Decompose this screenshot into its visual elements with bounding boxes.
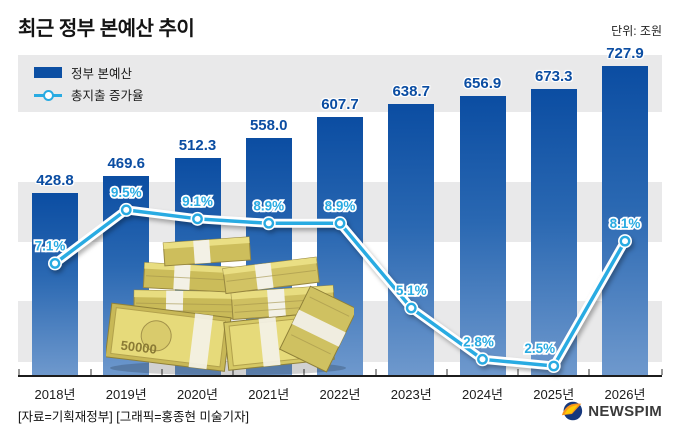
legend-item-budget: 정부 본예산: [34, 61, 143, 83]
line-swatch-icon: [34, 89, 62, 101]
legend-item-label: 정부 본예산: [71, 66, 132, 81]
bar-value-label: 512.3: [178, 136, 217, 154]
x-axis-year-label: 2018년: [34, 387, 76, 402]
bar-value-label: 727.9: [606, 45, 644, 62]
newspim-logo-text: NEWSPIM: [588, 402, 662, 420]
axis-tick: [160, 369, 163, 375]
unit-label: 단위: 조원: [611, 24, 662, 38]
chart-legend: 정부 본예산 총지출 증가율: [34, 61, 143, 105]
bar-value-label: 656.9: [463, 75, 502, 93]
x-axis-year-label: 2022년: [319, 387, 361, 402]
source-credit: [자료=기획재정부] [그래픽=홍종현 미술기자]: [18, 410, 249, 424]
legend-item-label: 총지출 증가율: [71, 88, 144, 103]
newspim-logo-icon: [562, 401, 583, 421]
axis-tick: [588, 369, 591, 375]
x-axis-year-label: 2023년: [390, 387, 432, 402]
bar-value-label: 607.7: [321, 96, 359, 114]
bar-value-label: 428.8: [36, 172, 74, 190]
axis-tick: [661, 369, 663, 375]
x-axis-year-label: 2025년: [533, 387, 575, 402]
page-title: 최근 정부 본예산 추이: [18, 18, 195, 40]
axis-tick: [517, 369, 520, 375]
x-axis-line: [18, 375, 662, 377]
money-stack-image: 50000: [106, 236, 354, 375]
bar-value-label: 558.0: [249, 117, 288, 135]
x-axis-year-label: 2021년: [248, 387, 290, 402]
axis-tick: [445, 369, 448, 375]
axis-tick: [18, 369, 20, 375]
x-axis-year-label: 2020년: [177, 387, 218, 402]
bar-value-label: 638.7: [392, 82, 431, 100]
axis-tick: [232, 369, 235, 375]
budget-bar: [530, 89, 577, 376]
budget-bar: [32, 193, 78, 376]
legend-item-growth: 총지출 증가율: [34, 83, 143, 105]
bar-swatch-icon: [34, 66, 62, 78]
x-axis-year-label: 2024년: [462, 387, 503, 402]
axis-tick: [303, 369, 306, 375]
x-axis-year-label: 2026년: [604, 387, 646, 402]
budget-bar: [602, 66, 648, 376]
axis-tick: [374, 369, 377, 375]
bar-value-label: 469.6: [107, 155, 146, 172]
newspim-logo: NEWSPIM: [561, 400, 662, 422]
bar-value-label: 673.3: [534, 68, 573, 86]
budget-bar: [388, 103, 435, 376]
x-axis-year-label: 2019년: [105, 387, 147, 402]
axis-tick: [89, 369, 92, 375]
budget-bar: [459, 96, 506, 376]
